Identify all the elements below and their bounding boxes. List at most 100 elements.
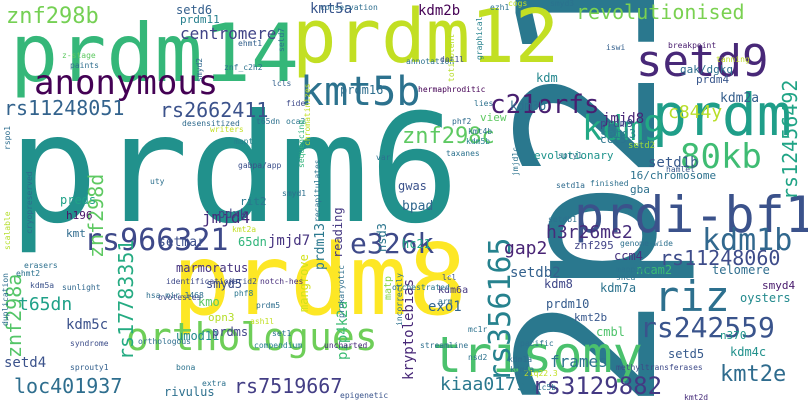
cloud-word: identification xyxy=(166,277,234,286)
cloud-word: lies xyxy=(474,99,494,108)
cloud-word: rs12456492 xyxy=(778,79,802,200)
cloud-word: kdm3b xyxy=(510,99,547,113)
cloud-word: kmt4b xyxy=(468,127,493,136)
cloud-word: e326k xyxy=(350,227,435,260)
cloud-word: loc401937 xyxy=(14,374,123,398)
cloud-word: kmt2d xyxy=(684,393,709,402)
cloud-word: kmt2e xyxy=(720,362,787,387)
cloud-word: duplication xyxy=(1,273,10,326)
cloud-word: prdm8 xyxy=(172,224,468,338)
cloud-word: totipotent xyxy=(447,33,456,82)
cloud-word: prdm14 xyxy=(10,7,299,100)
cloud-word: 80kb xyxy=(680,137,762,177)
cloud-word: setd1b xyxy=(648,155,699,171)
cloud-word: pdxk xyxy=(218,207,247,221)
cloud-word: exo1 xyxy=(428,299,462,315)
cloud-word: znf295 xyxy=(574,239,614,252)
cloud-word: setd9 xyxy=(636,36,769,87)
cloud-word: rspo1 xyxy=(3,125,12,150)
cloud-word: kdm4c xyxy=(730,345,767,359)
cloud-word: nsd2 xyxy=(468,353,488,362)
cloud-word: kdm1a xyxy=(508,355,533,364)
cloud-word: notch-hes xyxy=(260,277,304,286)
cloud-word: methyltransferases xyxy=(616,363,703,372)
cloud-word: set1 xyxy=(272,329,292,338)
cloud-word: c21orfs xyxy=(490,90,600,120)
cloud-word: setd2 xyxy=(628,141,656,151)
cloud-word: setd7 xyxy=(277,27,286,52)
cloud-word: cct5 xyxy=(600,133,627,146)
cloud-word: extra xyxy=(202,379,227,388)
cloud-word: hamlet xyxy=(666,165,695,174)
cloud-word: snca xyxy=(616,273,636,282)
cloud-word: ezh1 xyxy=(490,3,510,12)
cloud-word: kdm5a xyxy=(30,281,55,290)
cloud-word: orthologues xyxy=(126,315,378,359)
cloud-word: conservation xyxy=(320,3,378,12)
cloud-word: jmjd8 xyxy=(602,111,645,127)
cloud-word: rit2 xyxy=(240,195,267,208)
cloud-word: prdm11 xyxy=(180,13,220,26)
cloud-word: view xyxy=(480,111,507,124)
cloud-word: kmt5a xyxy=(310,1,353,17)
cloud-word: rs11248051 xyxy=(4,96,125,120)
cloud-word: rs7519667 xyxy=(234,374,343,398)
cloud-word: kryptolebias xyxy=(401,278,417,380)
cloud-word: kmt xyxy=(66,227,86,240)
cloud-word: prdms xyxy=(212,325,249,339)
cloud-word: hermaphroditic xyxy=(418,85,486,94)
cloud-word: smyd2 xyxy=(195,57,204,82)
cloud-word: jmjd4 xyxy=(202,208,251,227)
cloud-word: tanning xyxy=(716,55,750,64)
cloud-word: marmoratus xyxy=(176,261,249,275)
cloud-word: finished xyxy=(590,179,629,188)
cloud-word: prdm xyxy=(652,81,792,149)
cloud-word: lcl xyxy=(442,273,457,282)
cloud-word: bpad xyxy=(402,199,434,214)
cloud-word: prdm9 xyxy=(600,117,634,130)
cloud-word: setdb1 xyxy=(548,215,577,224)
cloud-word: ovotestes xyxy=(158,293,202,302)
cloud-word: dot1l xyxy=(440,55,465,64)
cloud-word: recapitulates xyxy=(313,159,322,222)
cloud-word: kdm4a xyxy=(510,365,535,374)
cloud-word: phf8 xyxy=(234,289,254,298)
cloud-word: kmt5b xyxy=(300,69,421,115)
cloud-word: smyd4 xyxy=(762,279,796,292)
cloud-word: orthologous xyxy=(138,337,191,346)
cloud-word: kmt2b xyxy=(574,311,608,324)
cloud-word: ccm4 xyxy=(614,249,643,263)
cloud-word: phf2 xyxy=(452,117,472,126)
cloud-word: kdm8 xyxy=(544,277,573,291)
cloud-word: fide xyxy=(286,99,306,108)
cloud-word: sprouty1 xyxy=(70,363,109,372)
cloud-word: rs966321 xyxy=(84,223,229,258)
cloud-word: cryopreserved xyxy=(25,171,34,234)
cloud-word: cmbl xyxy=(596,325,625,339)
cloud-word: paints xyxy=(70,61,99,70)
cloud-word: arm xyxy=(438,297,453,306)
cloud-word: t65dn xyxy=(18,294,73,315)
cloud-word: frames xyxy=(550,352,608,371)
cloud-word: kmo xyxy=(198,295,220,309)
cloud-word: anonymous xyxy=(34,63,219,103)
cloud-word: ash1l xyxy=(250,317,275,326)
cloud-word: prdm4 xyxy=(696,73,730,86)
cloud-word: sunlight xyxy=(62,283,101,292)
cloud-word: erasers xyxy=(24,261,58,270)
cloud-word: 21q22.3 xyxy=(524,369,558,378)
cloud-word: rs17783351 xyxy=(114,239,138,360)
cloud-word: ehmt1 xyxy=(238,39,263,48)
cloud-word: taxanes xyxy=(446,149,480,158)
cloud-word: graphical xyxy=(475,16,484,60)
cloud-word: gwas xyxy=(398,179,427,193)
cloud-word: gak/dgkq xyxy=(680,63,733,76)
cloud-word: kiaa0179 xyxy=(440,374,527,395)
cloud-word: jmjd1c xyxy=(511,147,520,176)
cloud-word: rs3129882 xyxy=(532,372,663,400)
cloud-word: 16/chromosome xyxy=(630,169,717,182)
cloud-word: kdm5b xyxy=(466,137,491,146)
cloud-word: uty xyxy=(150,177,165,186)
cloud-word: smyd1 xyxy=(282,189,307,198)
cloud-word: annotation xyxy=(406,57,455,66)
